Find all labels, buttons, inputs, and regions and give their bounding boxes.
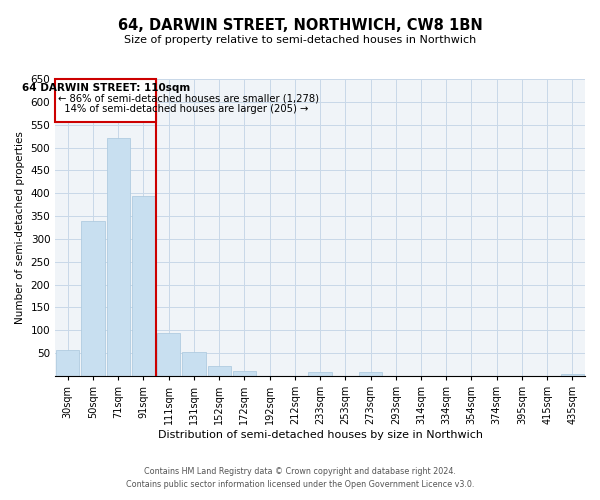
Bar xyxy=(132,196,155,376)
Text: Contains HM Land Registry data © Crown copyright and database right 2024.
Contai: Contains HM Land Registry data © Crown c… xyxy=(126,468,474,489)
FancyBboxPatch shape xyxy=(55,79,156,122)
Text: ← 86% of semi-detached houses are smaller (1,278): ← 86% of semi-detached houses are smalle… xyxy=(58,94,319,104)
Text: 64, DARWIN STREET, NORTHWICH, CW8 1BN: 64, DARWIN STREET, NORTHWICH, CW8 1BN xyxy=(118,18,482,32)
X-axis label: Distribution of semi-detached houses by size in Northwich: Distribution of semi-detached houses by … xyxy=(158,430,482,440)
Text: 64 DARWIN STREET: 110sqm: 64 DARWIN STREET: 110sqm xyxy=(22,83,190,93)
Bar xyxy=(182,352,206,376)
Bar xyxy=(208,366,231,376)
Y-axis label: Number of semi-detached properties: Number of semi-detached properties xyxy=(15,131,25,324)
Bar xyxy=(82,220,104,376)
Bar xyxy=(308,372,332,376)
Bar xyxy=(359,372,382,376)
Text: 14% of semi-detached houses are larger (205) →: 14% of semi-detached houses are larger (… xyxy=(58,104,308,114)
Bar xyxy=(107,138,130,376)
Bar xyxy=(157,332,181,376)
Bar xyxy=(56,350,79,376)
Text: Size of property relative to semi-detached houses in Northwich: Size of property relative to semi-detach… xyxy=(124,35,476,45)
Bar xyxy=(233,372,256,376)
Bar xyxy=(561,374,584,376)
